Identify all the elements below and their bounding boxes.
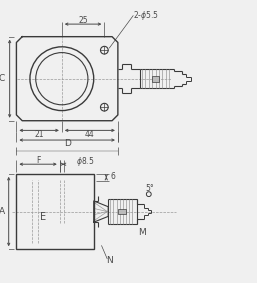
Text: N: N <box>106 256 113 265</box>
Bar <box>118 209 126 215</box>
Text: $\phi$8.5: $\phi$8.5 <box>76 155 94 168</box>
Text: 2-$\phi$5.5: 2-$\phi$5.5 <box>133 9 159 22</box>
Text: M: M <box>138 228 146 237</box>
Text: F: F <box>36 156 40 165</box>
Text: 6: 6 <box>110 172 115 181</box>
Bar <box>16 174 94 249</box>
Text: C: C <box>0 74 5 83</box>
Text: D: D <box>64 140 71 148</box>
Text: E: E <box>40 212 47 222</box>
Text: A: A <box>0 207 5 216</box>
Text: 25: 25 <box>78 16 88 25</box>
Text: 5°: 5° <box>145 184 154 193</box>
Text: 44: 44 <box>85 130 95 139</box>
Text: 21: 21 <box>34 130 44 139</box>
Bar <box>152 76 159 82</box>
